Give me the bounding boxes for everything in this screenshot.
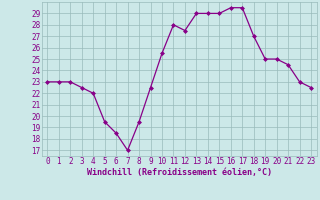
X-axis label: Windchill (Refroidissement éolien,°C): Windchill (Refroidissement éolien,°C) bbox=[87, 168, 272, 177]
